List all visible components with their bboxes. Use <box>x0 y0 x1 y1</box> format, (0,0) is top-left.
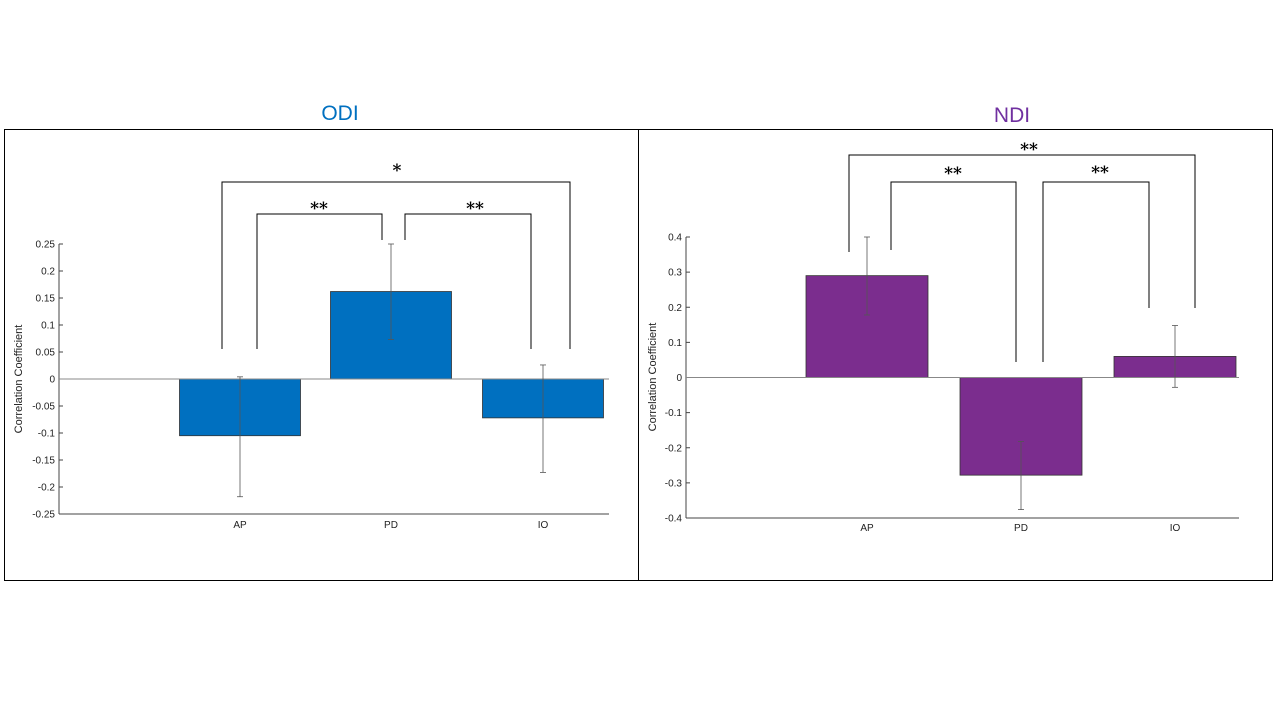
ndi-significance-bracket <box>1042 181 1150 362</box>
odi-significance-label: * <box>393 161 402 181</box>
odi-significance-label: ** <box>466 199 484 219</box>
ndi-x-tick-label: PD <box>1014 523 1028 534</box>
ndi-y-tick-label: 0.2 <box>668 303 682 314</box>
ndi-significance-bracket <box>848 154 1196 308</box>
ndi-y-tick-label: 0.1 <box>668 338 682 349</box>
odi-y-tick-label: 0.25 <box>36 240 56 251</box>
ndi-y-tick-label: 0 <box>676 373 682 384</box>
odi-y-tick-label: 0.1 <box>41 321 55 332</box>
odi-x-tick-label: PD <box>384 520 398 531</box>
odi-y-axis-title: Correlation Coefficient <box>13 325 25 434</box>
odi-y-tick-label: -0.1 <box>38 429 56 440</box>
ndi-significance-bracket <box>890 181 1017 362</box>
ndi-y-tick-label: -0.1 <box>665 408 683 419</box>
odi-x-tick-label: IO <box>538 520 549 531</box>
odi-y-tick-label: -0.05 <box>32 402 55 413</box>
ndi-y-tick-label: -0.3 <box>665 478 683 489</box>
ndi-y-tick-label: -0.4 <box>665 514 683 525</box>
ndi-chart-frame <box>638 129 1273 581</box>
odi-y-tick-label: -0.2 <box>38 483 56 494</box>
odi-significance-bracket <box>221 181 571 349</box>
ndi-x-tick-label: IO <box>1170 523 1181 534</box>
odi-y-tick-label: -0.25 <box>32 510 55 521</box>
odi-chart-title: ODI <box>321 102 359 125</box>
odi-y-tick-label: 0 <box>49 375 55 386</box>
ndi-significance-label: ** <box>1020 140 1038 160</box>
ndi-y-axis-title: Correlation Coefficient <box>647 323 659 432</box>
odi-y-tick-label: 0.05 <box>36 348 56 359</box>
odi-significance-label: ** <box>310 199 328 219</box>
odi-y-tick-label: 0.15 <box>36 294 56 305</box>
ndi-x-tick-label: AP <box>860 523 874 534</box>
odi-x-tick-label: AP <box>233 520 247 531</box>
odi-significance-bracket <box>404 213 532 349</box>
ndi-y-tick-label: 0.4 <box>668 233 682 244</box>
odi-y-tick-label: 0.2 <box>41 267 55 278</box>
odi-significance-bracket <box>256 213 383 349</box>
ndi-y-tick-label: 0.3 <box>668 268 682 279</box>
ndi-significance-label: ** <box>1091 163 1109 183</box>
ndi-significance-label: ** <box>944 164 962 184</box>
ndi-y-tick-label: -0.2 <box>665 443 683 454</box>
ndi-chart-title: NDI <box>993 104 1031 127</box>
odi-y-tick-label: -0.15 <box>32 456 55 467</box>
